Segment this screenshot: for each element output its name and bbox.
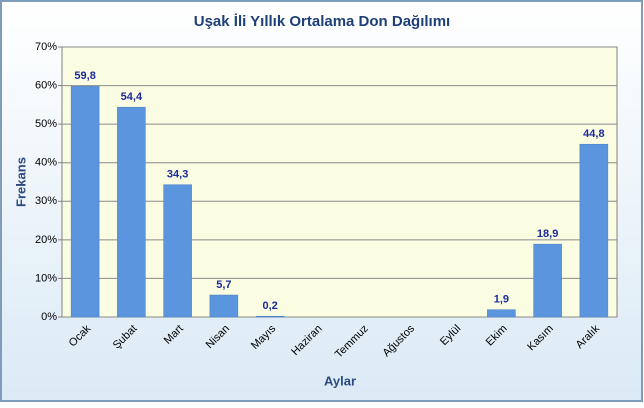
y-tick-label: 20% [35, 234, 57, 246]
x-axis-title: Aylar [324, 373, 356, 388]
y-tick-label: 40% [35, 157, 57, 169]
value-label: 54,4 [121, 91, 143, 103]
y-tick-label: 0% [41, 311, 57, 323]
bar [255, 315, 285, 318]
bar [209, 294, 239, 318]
value-label: 5,7 [216, 279, 231, 291]
bar [163, 184, 192, 318]
value-label: 44,8 [583, 128, 604, 140]
y-tick-label: 30% [35, 195, 57, 207]
value-label: 59,8 [74, 70, 95, 82]
bar [117, 106, 146, 318]
bar [487, 309, 516, 318]
y-tick-label: 10% [35, 272, 57, 284]
plot-area [61, 46, 618, 318]
value-label: 18,9 [537, 228, 558, 240]
bar [533, 243, 562, 318]
bar [70, 86, 100, 318]
y-tick-label: 50% [35, 118, 57, 130]
y-axis-title: Frekans [13, 157, 28, 207]
y-tick-label: 70% [35, 41, 57, 53]
value-label: 0,2 [262, 300, 277, 312]
value-label: 34,3 [167, 169, 188, 181]
value-label: 1,9 [494, 294, 509, 306]
chart-title: Uşak İli Yıllık Ortalama Don Dağılımı [194, 13, 450, 30]
y-tick-label: 60% [35, 79, 57, 91]
bar [579, 143, 609, 318]
